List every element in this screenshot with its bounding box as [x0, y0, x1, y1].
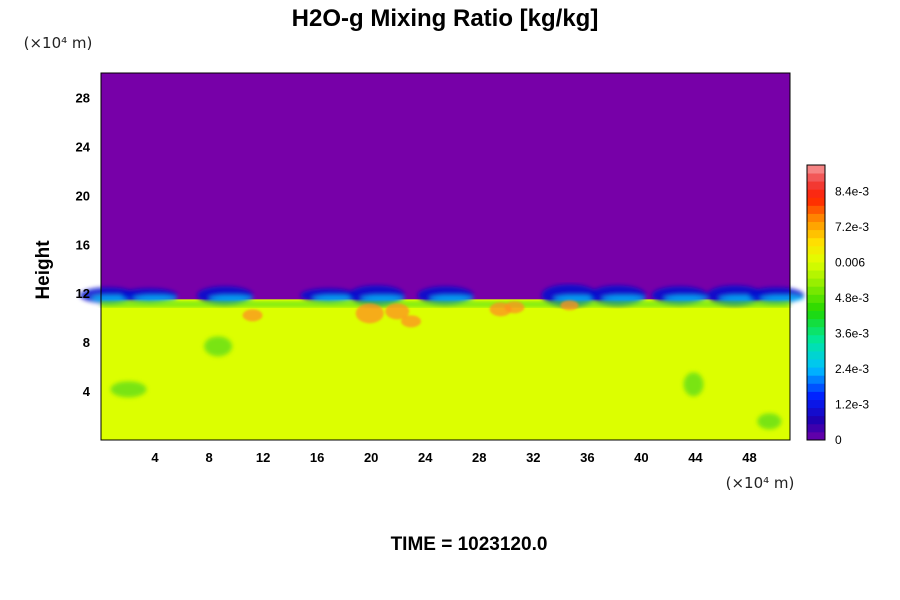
colorbar-segment — [807, 302, 825, 311]
colorbar-segment — [807, 173, 825, 182]
colorbar-segment — [807, 383, 825, 392]
colorbar-segment — [807, 165, 825, 174]
y-tick-labels: 4 8 12 16 20 24 28 — [76, 90, 91, 399]
x-tick-label: 36 — [580, 450, 594, 465]
colorbar-frame — [806, 164, 826, 441]
x-tick-label: 4 — [151, 450, 159, 465]
x-tick-label: 16 — [310, 450, 324, 465]
colorbar-segment — [807, 351, 825, 360]
colorbar-segment — [807, 197, 825, 206]
colorbar-segment — [807, 391, 825, 400]
colorbar-segment — [807, 189, 825, 198]
colorbar-segment — [807, 294, 825, 303]
colorbar-segment — [807, 286, 825, 295]
x-tick-labels: 4 8 12 16 20 24 28 32 36 40 44 48 — [151, 450, 756, 465]
green-band — [101, 301, 790, 308]
y-tick-label: 28 — [76, 90, 90, 105]
colorbar-label: 0.006 — [835, 256, 865, 270]
colorbar-segment — [807, 342, 825, 352]
colorbar-label: 3.6e-3 — [835, 327, 869, 341]
colorbar-segment — [807, 237, 825, 247]
colorbar-segment — [807, 318, 825, 328]
colorbar-segment — [807, 375, 825, 384]
y-axis-unit: (×10⁴ m) — [24, 34, 93, 52]
y-tick-label: 8 — [83, 335, 90, 350]
colorbar-segment — [807, 423, 825, 433]
x-tick-label: 24 — [418, 450, 433, 465]
colorbar-segment — [807, 415, 825, 425]
colorbar-segment — [807, 245, 825, 255]
x-axis-unit: (×10⁴ m) — [726, 474, 795, 492]
x-tick-label: 48 — [742, 450, 756, 465]
x-tick-label: 12 — [256, 450, 270, 465]
colorbar — [806, 164, 826, 441]
moist-layer — [101, 299, 790, 440]
colorbar-label: 8.4e-3 — [835, 185, 869, 199]
colorbar-segment — [807, 213, 825, 223]
colorbar-segment — [807, 407, 825, 417]
colorbar-segment — [807, 262, 825, 271]
colorbar-segment — [807, 367, 825, 376]
x-tick-label: 28 — [472, 450, 486, 465]
y-axis-label: Height — [33, 240, 54, 300]
colorbar-label: 4.8e-3 — [835, 291, 869, 305]
plot-area — [79, 72, 805, 441]
y-tick-label: 12 — [76, 286, 90, 301]
colorbar-segment — [807, 205, 825, 214]
x-tick-label: 32 — [526, 450, 540, 465]
warm-patches — [242, 300, 579, 328]
colorbar-segment — [807, 334, 825, 344]
chart-title: H2O-g Mixing Ratio [kg/kg] — [292, 5, 599, 32]
y-tick-label: 24 — [76, 139, 91, 154]
colorbar-segment — [807, 310, 825, 320]
colorbar-segment — [807, 181, 825, 190]
colorbar-segment — [807, 221, 825, 231]
colorbar-segment — [807, 359, 825, 368]
colorbar-segment — [807, 399, 825, 409]
colorbar-label: 2.4e-3 — [835, 362, 869, 376]
colorbar-segment — [807, 270, 825, 279]
colorbar-label: 7.2e-3 — [835, 220, 869, 234]
y-tick-label: 20 — [76, 188, 90, 203]
green-patches — [110, 336, 782, 430]
colorbar-segment — [807, 253, 825, 263]
y-tick-label: 4 — [83, 384, 91, 399]
colorbar-segment — [807, 278, 825, 287]
x-tick-label: 40 — [634, 450, 648, 465]
colorbar-segment — [807, 326, 825, 336]
plot-frame — [100, 72, 791, 441]
colorbar-label: 1.2e-3 — [835, 398, 869, 412]
x-tick-label: 8 — [205, 450, 212, 465]
colorbar-segment — [807, 431, 825, 441]
colorbar-label: 0 — [835, 433, 842, 447]
colorbar-labels: 0 1.2e-3 2.4e-3 3.6e-3 4.8e-3 0.006 7.2e-3 8.4e… — [835, 185, 869, 447]
time-label: TIME = 1023120.0 — [391, 534, 548, 555]
y-tick-label: 16 — [76, 237, 90, 252]
x-tick-label: 20 — [364, 450, 378, 465]
x-tick-label: 44 — [688, 450, 703, 465]
colorbar-segment — [807, 229, 825, 239]
